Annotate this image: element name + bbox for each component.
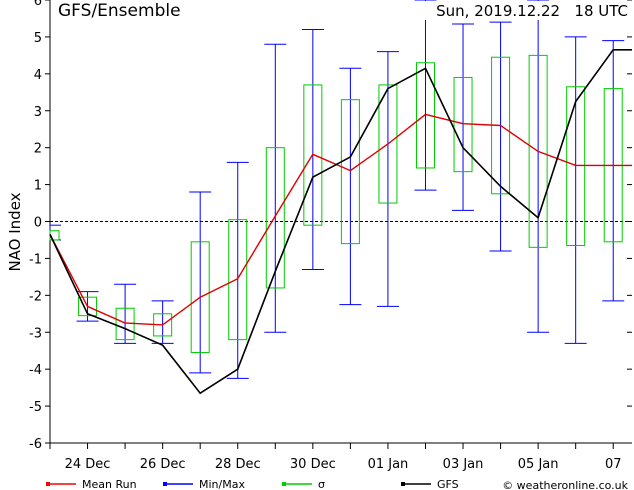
sigma-box	[190, 241, 210, 354]
legend-marker	[401, 482, 405, 486]
y-tick-label: 6	[34, 0, 42, 9]
x-tick-label: 03 Jan	[443, 457, 484, 472]
x-tick-label: 24 Dec	[65, 457, 111, 472]
sigma-box	[228, 219, 248, 341]
y-tick-label: 3	[34, 105, 42, 120]
legend-label: Min/Max	[199, 478, 245, 490]
y-tick-label: -4	[29, 363, 42, 378]
y-tick-label: -6	[29, 437, 42, 452]
minmax-series	[49, 0, 625, 379]
y-tick-label: 1	[34, 179, 42, 194]
legend-marker	[46, 482, 50, 486]
y-axis: 6 5 4 3 2 1 0 -1 -2 -3 -4 -5 -6	[29, 0, 632, 452]
title-background	[56, 1, 211, 20]
chart-subtitle: Sun, 2019.12.22 18 UTC	[436, 2, 628, 20]
sigma-box	[340, 99, 360, 245]
mean-run-line	[49, 113, 632, 326]
y-tick-label: -2	[29, 289, 42, 304]
sigma-box	[303, 84, 323, 226]
legend-label: Mean Run	[82, 478, 137, 490]
legend-marker	[163, 482, 167, 486]
legend-label: σ	[318, 478, 325, 490]
y-tick-label: 5	[34, 31, 42, 46]
gfs-line	[49, 48, 632, 395]
y-tick-label: 2	[34, 142, 42, 157]
x-tick-label: 30 Dec	[290, 457, 336, 472]
y-axis-label: NAO Index	[6, 192, 24, 271]
sigma-box	[415, 62, 435, 169]
y-tick-label: 0	[34, 216, 42, 231]
credit-text: © weatheronline.co.uk	[502, 479, 628, 490]
y-tick-label: 4	[34, 68, 42, 83]
x-axis: 24 Dec 26 Dec 28 Dec 30 Dec 01 Jan 03 Jan 05 J…	[49, 443, 622, 472]
sigma-box	[378, 84, 398, 204]
sigma-box	[528, 54, 548, 248]
sigma-box	[78, 296, 98, 317]
y-tick-label: -3	[29, 326, 42, 341]
legend-marker	[282, 482, 286, 486]
x-tick-label: 05 Jan	[518, 457, 559, 472]
x-tick-label: 26 Dec	[140, 457, 186, 472]
sigma-box	[265, 147, 285, 289]
legend-label: GFS	[437, 478, 459, 490]
y-tick-label: -1	[29, 252, 42, 267]
subtitle-background	[414, 1, 632, 20]
sigma-series	[49, 54, 623, 354]
legend: Mean Run Min/Max σ GFS	[46, 478, 459, 490]
y-tick-label: -5	[29, 400, 42, 415]
x-tick-label: 07	[605, 457, 622, 472]
sigma-box	[566, 86, 586, 246]
x-tick-label: 01 Jan	[368, 457, 409, 472]
chart-title: GFS/Ensemble	[58, 1, 181, 21]
x-tick-label: 28 Dec	[215, 457, 261, 472]
